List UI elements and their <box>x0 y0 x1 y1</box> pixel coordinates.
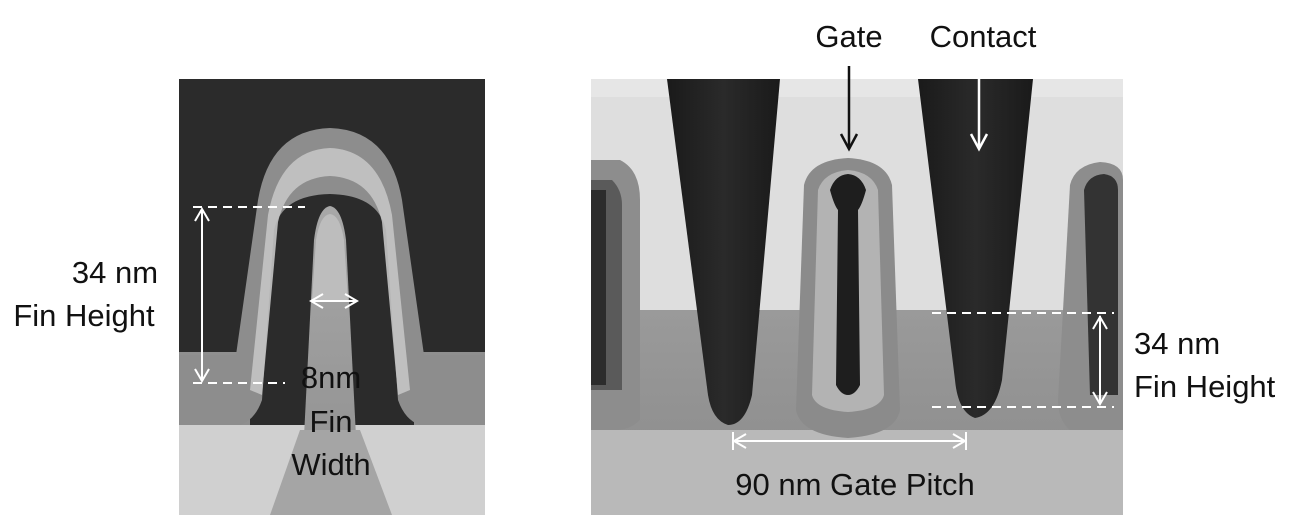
fin-width-line2: Fin <box>309 404 352 439</box>
right-fin-height-caption: Fin Height <box>1134 369 1276 404</box>
gate-label: Gate <box>815 19 882 54</box>
fin-width-value: 8nm <box>301 360 361 395</box>
right-tem-image <box>591 79 1123 515</box>
gate-pitch-label: 90 nm Gate Pitch <box>735 467 975 502</box>
right-fin-height-value: 34 nm <box>1134 326 1220 361</box>
left-fin-height-caption: Fin Height <box>13 298 155 333</box>
contact-label: Contact <box>930 19 1037 54</box>
left-fin-height-value: 34 nm <box>72 255 158 290</box>
fin-width-line3: Width <box>291 447 370 482</box>
